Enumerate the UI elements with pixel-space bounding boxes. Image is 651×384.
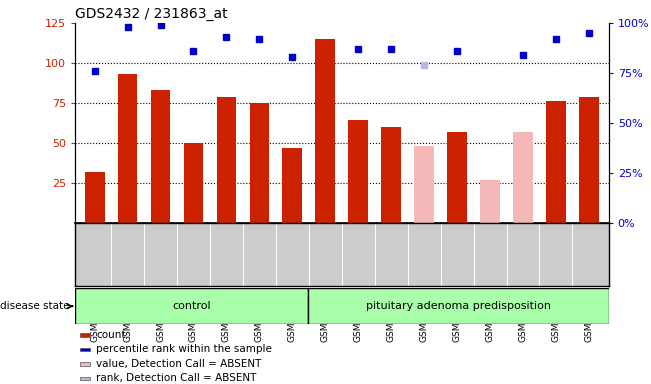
Text: pituitary adenoma predisposition: pituitary adenoma predisposition: [366, 301, 551, 311]
Bar: [85, 172, 105, 223]
Bar: [480, 180, 500, 223]
Bar: [381, 127, 401, 223]
Bar: [513, 132, 533, 223]
Text: GDS2432 / 231863_at: GDS2432 / 231863_at: [75, 7, 227, 21]
Bar: [309, 288, 609, 324]
Text: control: control: [173, 301, 211, 311]
Text: count: count: [96, 330, 126, 340]
Bar: [249, 103, 270, 223]
Bar: [75, 288, 309, 324]
Bar: [80, 362, 90, 366]
Bar: [150, 90, 171, 223]
Text: percentile rank within the sample: percentile rank within the sample: [96, 344, 272, 354]
Text: disease state: disease state: [0, 301, 72, 311]
Bar: [80, 348, 90, 351]
Text: rank, Detection Call = ABSENT: rank, Detection Call = ABSENT: [96, 373, 256, 383]
Bar: [217, 96, 236, 223]
Text: value, Detection Call = ABSENT: value, Detection Call = ABSENT: [96, 359, 262, 369]
Bar: [184, 143, 203, 223]
Bar: [80, 376, 90, 380]
Bar: [546, 101, 566, 223]
Bar: [316, 39, 335, 223]
Bar: [118, 74, 137, 223]
Bar: [414, 146, 434, 223]
Bar: [579, 96, 599, 223]
Bar: [283, 147, 302, 223]
Bar: [447, 132, 467, 223]
Bar: [348, 121, 368, 223]
Bar: [80, 333, 90, 337]
